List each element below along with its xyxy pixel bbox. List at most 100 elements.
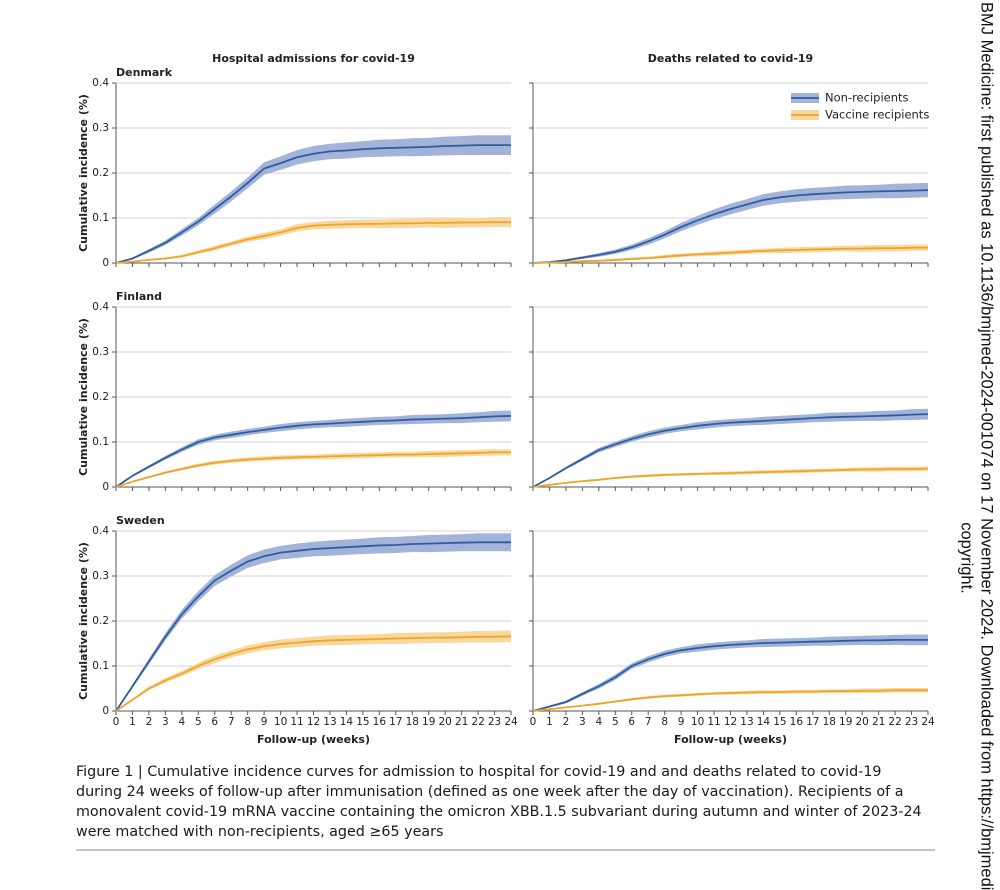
x-tick-label: 16 xyxy=(373,716,387,728)
x-tick-label: 23 xyxy=(488,716,501,728)
x-tick-label: 23 xyxy=(905,716,918,728)
series-line xyxy=(115,144,511,264)
y-tick-label: 0.3 xyxy=(92,570,109,582)
x-tick-label: 12 xyxy=(724,716,737,728)
x-tick-label: 6 xyxy=(211,716,218,728)
side-note: BMJ Medicine: first published as 10.1136… xyxy=(978,2,996,890)
confidence-band xyxy=(116,533,511,711)
y-tick-label: 0.2 xyxy=(92,167,109,179)
series-line xyxy=(532,639,928,712)
series-line xyxy=(115,221,511,264)
panel-label: Sweden xyxy=(116,514,165,527)
x-tick-label: 0 xyxy=(530,716,537,728)
x-tick-label: 13 xyxy=(323,716,336,728)
y-tick-label: 0.4 xyxy=(92,525,109,537)
x-tick-label: 0 xyxy=(113,716,120,728)
y-tick-label: 0.4 xyxy=(92,77,109,89)
y-tick-label: 0 xyxy=(102,257,109,269)
x-tick-label: 2 xyxy=(146,716,153,728)
series-line xyxy=(115,635,512,712)
y-tick-label: 0.3 xyxy=(92,346,109,358)
x-tick-label: 11 xyxy=(290,716,303,728)
x-tick-label: 8 xyxy=(244,716,251,728)
confidence-band xyxy=(116,217,511,263)
x-tick-label: 21 xyxy=(455,716,468,728)
y-axis-label: Cumulative incidence (%) xyxy=(77,542,90,700)
x-tick-label: 18 xyxy=(406,716,419,728)
x-tick-label: 20 xyxy=(438,716,451,728)
caption-line: Figure 1 | Cumulative incidence curves f… xyxy=(76,764,882,780)
y-tick-label: 0.2 xyxy=(92,391,109,403)
series-line xyxy=(115,451,511,488)
x-tick-label: 11 xyxy=(707,716,720,728)
confidence-band xyxy=(533,408,928,487)
series-line xyxy=(532,689,928,712)
x-tick-label: 19 xyxy=(422,716,435,728)
x-tick-label: 12 xyxy=(307,716,320,728)
x-tick-label: 22 xyxy=(471,716,484,728)
x-tick-label: 16 xyxy=(790,716,804,728)
x-tick-label: 4 xyxy=(178,716,185,728)
x-tick-label: 10 xyxy=(274,716,287,728)
x-tick-label: 15 xyxy=(356,716,369,728)
x-tick-label: 15 xyxy=(773,716,786,728)
y-tick-label: 0 xyxy=(102,481,109,493)
x-tick-label: 5 xyxy=(612,716,619,728)
legend-label: Non-recipients xyxy=(825,91,909,105)
y-tick-label: 0 xyxy=(102,705,109,717)
column-title: Deaths related to covid-19 xyxy=(648,52,813,65)
x-tick-label: 10 xyxy=(691,716,704,728)
legend-label: Vaccine recipients xyxy=(825,108,929,122)
x-tick-label: 22 xyxy=(888,716,901,728)
x-tick-label: 2 xyxy=(563,716,570,728)
series-line xyxy=(532,189,929,264)
x-tick-label: 21 xyxy=(872,716,885,728)
x-tick-label: 9 xyxy=(678,716,685,728)
x-tick-label: 18 xyxy=(823,716,836,728)
x-tick-label: 7 xyxy=(228,716,235,728)
x-tick-label: 5 xyxy=(195,716,202,728)
x-tick-label: 17 xyxy=(389,716,402,728)
x-axis-label: Follow-up (weeks) xyxy=(257,733,370,746)
confidence-band xyxy=(116,135,511,263)
y-axis-label: Cumulative incidence (%) xyxy=(77,94,90,252)
x-tick-label: 24 xyxy=(921,716,935,728)
y-axis-label: Cumulative incidence (%) xyxy=(77,318,90,476)
series-line xyxy=(532,467,929,488)
caption-line: monovalent covid-19 mRNA vaccine contain… xyxy=(76,804,922,820)
y-tick-label: 0.1 xyxy=(92,660,109,672)
x-tick-label: 1 xyxy=(129,716,136,728)
confidence-band xyxy=(116,410,511,487)
x-tick-label: 7 xyxy=(645,716,652,728)
series-line xyxy=(532,413,929,488)
series-line xyxy=(115,541,511,712)
x-axis-label: Follow-up (weeks) xyxy=(674,733,787,746)
column-title: Hospital admissions for covid-19 xyxy=(212,52,415,65)
x-tick-label: 8 xyxy=(661,716,668,728)
x-tick-label: 4 xyxy=(595,716,602,728)
x-tick-label: 20 xyxy=(855,716,868,728)
caption-line: during 24 weeks of follow-up after immun… xyxy=(76,784,904,800)
panel-label: Denmark xyxy=(116,66,173,79)
x-tick-label: 1 xyxy=(546,716,553,728)
confidence-band xyxy=(533,466,928,487)
y-tick-label: 0.3 xyxy=(92,122,109,134)
series-line xyxy=(532,246,928,264)
panel-label: Finland xyxy=(116,290,162,303)
series-line xyxy=(115,415,512,488)
x-tick-label: 9 xyxy=(261,716,268,728)
x-tick-label: 3 xyxy=(579,716,586,728)
x-tick-label: 6 xyxy=(628,716,635,728)
x-tick-label: 14 xyxy=(757,716,771,728)
caption-line: were matched with non-recipients, aged ≥… xyxy=(76,824,443,840)
confidence-band xyxy=(533,634,928,711)
y-tick-label: 0.4 xyxy=(92,301,109,313)
x-tick-label: 24 xyxy=(504,716,518,728)
x-tick-label: 19 xyxy=(839,716,852,728)
y-tick-label: 0.1 xyxy=(92,212,109,224)
side-note: copyright. xyxy=(958,522,976,594)
x-tick-label: 17 xyxy=(806,716,819,728)
y-tick-label: 0.1 xyxy=(92,436,109,448)
